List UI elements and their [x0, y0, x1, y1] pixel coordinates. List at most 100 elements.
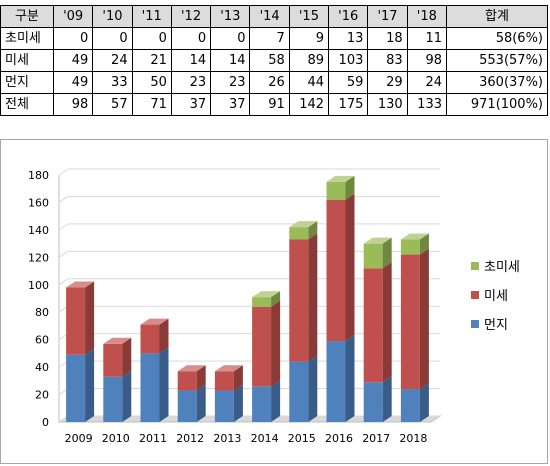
table-cell: 89 [288, 49, 330, 72]
table-cell: 29 [367, 71, 408, 94]
table-cell: 26 [249, 71, 290, 94]
bar-segment [252, 306, 272, 387]
bar-top [289, 221, 318, 228]
x-tick-label: 2010 [102, 432, 130, 445]
table-cell: 50 [131, 71, 172, 94]
bar-top [400, 233, 429, 240]
bar-top [103, 337, 132, 344]
table-cell: 21 [131, 49, 172, 72]
table-row: 먼지 49 33 50 23 23 26 44 59 29 24 360(37%… [0, 71, 548, 94]
table-cell: 7 [249, 27, 290, 50]
bar-segment [400, 254, 420, 390]
bar-segment [66, 287, 86, 355]
table-header-cell: '16 [328, 5, 369, 28]
table-cell: 57 [92, 93, 133, 116]
bar-segment-side [122, 370, 132, 422]
table-cell: 49 [52, 71, 94, 94]
bar-segment-side [308, 221, 318, 240]
bar-segment-side [345, 193, 355, 342]
table-cell: 37 [210, 93, 251, 116]
bar-top [177, 365, 206, 372]
table-header-cell: '12 [170, 5, 212, 28]
x-tick-label: 2014 [251, 432, 279, 445]
bar-top [214, 365, 243, 372]
table-row: 초미세 0 0 0 0 0 7 9 13 18 11 58(6%) [0, 27, 548, 50]
x-tick-label: 2011 [139, 432, 167, 445]
bar-segment-side [271, 380, 281, 422]
table-header-cell: '15 [288, 5, 330, 28]
bar-segment-side [196, 384, 206, 422]
table-header-cell: 구분 [0, 5, 54, 28]
bar-segment [400, 239, 420, 255]
y-tick-label: 100 [28, 279, 49, 292]
y-tick-label: 40 [35, 361, 49, 374]
bar-segment [326, 341, 346, 422]
gridline-side [58, 223, 69, 231]
bar-segment-side [85, 348, 95, 422]
table-cell: 98 [52, 93, 94, 116]
table-header-cell: '09 [52, 5, 94, 28]
bar-segment [289, 239, 309, 362]
table-cell: 142 [288, 93, 330, 116]
bar-segment-side [419, 233, 429, 255]
table-row-label: 미세 [0, 49, 54, 72]
table-cell: 9 [288, 27, 330, 50]
bar-segment-side [345, 335, 355, 422]
gridline-side [58, 278, 69, 286]
table-cell: 71 [131, 93, 172, 116]
legend-swatch [471, 262, 479, 270]
bar-segment [66, 354, 86, 422]
y-tick-label: 80 [35, 306, 49, 319]
bar-segment-side [419, 248, 429, 390]
bar-segment [289, 361, 309, 422]
table-header-cell: '13 [210, 5, 251, 28]
gridline-side [58, 196, 69, 203]
table-header-cell: 합계 [446, 5, 548, 28]
table-cell: 14 [210, 49, 251, 72]
bar-top [252, 291, 281, 298]
table-header-cell: '14 [249, 5, 290, 28]
bar-segment [363, 243, 383, 269]
bar-segment [252, 297, 272, 307]
table-cell: 33 [92, 71, 133, 94]
table-cell: 98 [406, 49, 448, 72]
table-cell: 11 [406, 27, 448, 50]
x-tick-label: 2015 [288, 432, 316, 445]
y-tick-label: 140 [28, 224, 49, 237]
bar-segment [214, 371, 234, 391]
table-header-row: 구분 '09 '10 '11 '12 '13 '14 '15 '16 '17 '… [0, 5, 548, 28]
x-tick-label: 2018 [399, 432, 427, 445]
bar-segment-side [233, 365, 243, 391]
bar-segment-side [382, 237, 392, 269]
y-tick-label: 120 [28, 251, 49, 264]
bar-segment-side [382, 262, 392, 383]
bar-top [363, 237, 392, 244]
table-row-label: 전체 [0, 93, 54, 116]
table-row-label: 초미세 [0, 27, 54, 50]
table-cell: 133 [406, 93, 448, 116]
table-cell: 130 [367, 93, 408, 116]
table-total-cell: 360(37%) [446, 71, 548, 94]
bar-segment [177, 371, 197, 391]
table-cell: 91 [249, 93, 290, 116]
bar-segment-side [271, 291, 281, 307]
table-cell: 13 [328, 27, 369, 50]
table-cell: 24 [92, 49, 133, 72]
bar-segment-side [271, 300, 281, 387]
table-total-cell: 971(100%) [446, 93, 548, 116]
bar-segment-side [159, 347, 169, 422]
table-cell: 44 [288, 71, 330, 94]
bar-top [140, 318, 169, 325]
table-cell: 0 [92, 27, 133, 50]
table-cell: 14 [170, 49, 212, 72]
bar-segment-side [122, 337, 132, 377]
bar-segment-side [308, 355, 318, 422]
legend-label: 미세 [484, 289, 508, 304]
stacked-bar-chart: 0 20 40 60 80 100 120 140 160 180 2009 2010 2011 2012… [28, 168, 520, 445]
bar-segment [252, 386, 272, 422]
bar-segment-side [308, 233, 318, 362]
gridline-side [58, 250, 69, 258]
x-tick-label: 2013 [213, 432, 241, 445]
table-row-label: 먼지 [0, 71, 54, 94]
table-total-cell: 58(6%) [446, 27, 548, 50]
